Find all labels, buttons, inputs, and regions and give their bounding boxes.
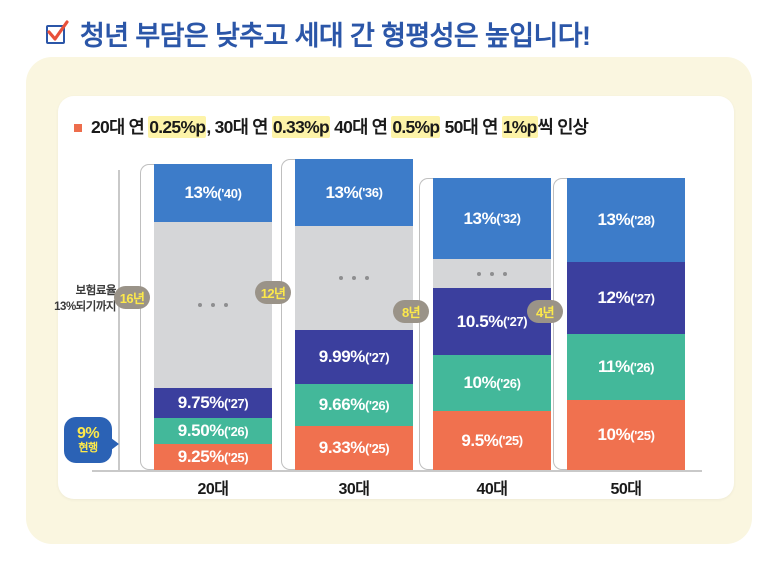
segment-year: ('26) — [223, 423, 249, 439]
stacked-bar: 13% ('40) 9.75% ('27) 9.50% ('26) 9.25% ('25) — [154, 164, 272, 470]
stacked-bar: 13% ('32) 10.5% ('27) 10% ('26) 9.5% ('25) — [433, 178, 551, 470]
subtitle-segment: 씩 인상 — [537, 117, 589, 137]
bar-segment: 9.5% ('25) — [433, 411, 551, 470]
segment-year: ('26) — [364, 397, 390, 413]
subtitle-segment: 50대 연 — [440, 117, 502, 137]
bar-segment: 13% ('40) — [154, 164, 272, 222]
column-bracket — [140, 164, 154, 470]
x-axis-label: 30대 — [338, 481, 370, 498]
segment-value: 11% — [597, 357, 630, 376]
checkbox-check-icon — [44, 19, 70, 47]
segment-year: ('25) — [364, 440, 390, 456]
segment-year: ('27) — [364, 349, 390, 365]
bar-segment-ellipsis — [154, 222, 272, 388]
segment-value: 10.5% — [456, 311, 504, 331]
segment-value: 9.50% — [177, 421, 225, 440]
left-caption-line2: 13%되기까지 — [54, 300, 116, 313]
segment-year: ('26) — [496, 375, 521, 391]
segment-value: 9.33% — [318, 438, 366, 457]
segment-year: ('40) — [217, 185, 242, 201]
segment-value: 9.99% — [318, 347, 366, 366]
years-to-target-pill: 12년 — [255, 281, 291, 304]
segment-year: ('27) — [502, 314, 528, 329]
current-rate-label: 현행 — [78, 441, 98, 454]
bar-segment: 9.75% ('27) — [154, 388, 272, 418]
chart-card: 20대 연 0.25%p, 30대 연 0.33%p 40대 연 0.5%p 5… — [54, 96, 734, 499]
bar-segment: 13% ('36) — [295, 159, 413, 226]
ellipsis-dots-icon — [198, 303, 228, 307]
segment-year: ('36) — [358, 185, 383, 200]
column-bracket — [553, 178, 567, 470]
x-axis-label: 20대 — [197, 481, 229, 498]
segment-year: ('27) — [223, 395, 249, 411]
segment-value: 13% — [597, 210, 631, 229]
subtitle-text: 20대 연 0.25%p, 30대 연 0.33%p 40대 연 0.5%p 5… — [91, 114, 589, 139]
bar-segment: 9.25% ('25) — [154, 444, 272, 470]
bar-segment: 10% ('25) — [567, 400, 685, 470]
x-axis-line — [92, 470, 702, 472]
segment-year: ('26) — [629, 359, 655, 375]
segment-value: 9.75% — [177, 393, 225, 412]
bar-segment: 9.33% ('25) — [295, 426, 413, 470]
segment-year: ('25) — [223, 449, 249, 465]
x-axis-label: 40대 — [476, 481, 508, 498]
subtitle-segment: , 30대 연 — [206, 117, 272, 137]
segment-value: 13% — [184, 183, 218, 202]
bar-segment: 13% ('28) — [567, 178, 685, 262]
segment-year: ('25) — [630, 427, 655, 443]
page-title-row: 청년 부담은 낮추고 세대 간 형평성은 높입니다! — [44, 14, 591, 53]
stacked-bar: 13% ('28) 12% ('27) 11% ('26) 10% ('25) — [567, 178, 685, 470]
left-caption: 보험료율 13%되기까지 — [24, 284, 116, 315]
segment-value: 13% — [325, 182, 359, 202]
segment-value: 9.25% — [177, 447, 225, 466]
years-to-target-pill: 4년 — [527, 300, 563, 323]
bar-segment: 12% ('27) — [567, 262, 685, 334]
bar-segment: 9.99% ('27) — [295, 330, 413, 384]
stacked-bar: 13% ('36) 9.99% ('27) 9.66% ('26) 9.33% ('25) — [295, 159, 413, 470]
column-bracket — [281, 159, 295, 470]
segment-year: ('25) — [498, 433, 523, 448]
current-rate-percent: 9% — [76, 424, 100, 442]
bar-segment: 9.50% ('26) — [154, 418, 272, 444]
ellipsis-dots-icon — [339, 276, 369, 280]
segment-year: ('28) — [630, 212, 655, 228]
bar-segment-ellipsis — [433, 259, 551, 288]
segment-value: 9.66% — [318, 395, 366, 414]
subtitle-row: 20대 연 0.25%p, 30대 연 0.33%p 40대 연 0.5%p 5… — [74, 114, 589, 139]
years-to-target-pill: 8년 — [393, 300, 429, 323]
square-bullet-icon — [74, 123, 82, 132]
x-axis-label: 50대 — [610, 481, 642, 498]
bar-segment: 11% ('26) — [567, 334, 685, 400]
bar-column[interactable]: 8년 13% ('32) 10.5% ('27) 10% ('26) 9.5% ('25) — [393, 178, 551, 470]
segment-year: ('32) — [496, 211, 521, 226]
bar-segment: 10% ('26) — [433, 355, 551, 411]
segment-value: 12% — [597, 288, 631, 307]
subtitle-highlight: 1%p — [501, 116, 538, 138]
bar-column[interactable]: 4년 13% ('28) 12% ('27) 11% ('26) 10% ('25) — [527, 178, 685, 470]
bar-column[interactable]: 12년 13% ('36) 9.99% ('27) 9.66% ('26) 9.33% ('25… — [255, 159, 413, 470]
bar-segment: 9.66% ('26) — [295, 384, 413, 426]
segment-value: 13% — [463, 208, 497, 228]
segment-year: ('27) — [630, 290, 655, 306]
bar-segment: 13% ('32) — [433, 178, 551, 259]
segment-value: 10% — [463, 373, 497, 392]
left-caption-line1: 보험료율 — [75, 285, 117, 297]
subtitle-highlight: 0.5%p — [391, 116, 441, 138]
years-to-target-pill: 16년 — [114, 286, 150, 309]
chart-area: 보험료율 13%되기까지 9% 현행 16년 13% ('40) 9.75% ('27)… — [54, 159, 734, 499]
current-rate-badge: 9% 현행 — [64, 417, 119, 463]
subtitle-segment: 40대 연 — [329, 117, 392, 137]
page-title: 청년 부담은 낮추고 세대 간 형평성은 높입니다! — [80, 21, 591, 51]
ellipsis-dots-icon — [477, 271, 507, 276]
bar-segment: 10.5% ('27) — [433, 288, 551, 355]
segment-value: 9.5% — [461, 430, 499, 450]
subtitle-highlight: 0.33%p — [271, 116, 330, 138]
bar-column[interactable]: 16년 13% ('40) 9.75% ('27) 9.50% ('26) 9.25% ('25… — [114, 164, 272, 470]
y-axis-line — [118, 170, 120, 470]
column-bracket — [419, 178, 433, 470]
segment-value: 10% — [597, 425, 631, 444]
subtitle-segment: 20대 연 — [91, 117, 149, 137]
subtitle-highlight: 0.25%p — [148, 116, 207, 138]
